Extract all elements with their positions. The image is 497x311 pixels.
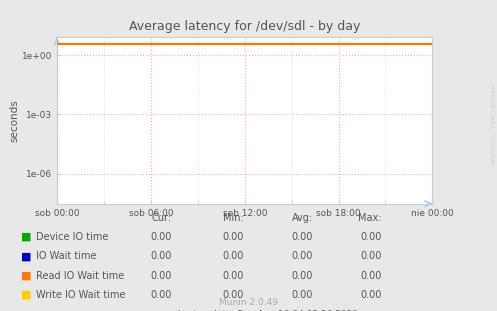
Text: ■: ■ (21, 271, 31, 281)
Text: Last update: Sun Aug 16 04:02:36 2020: Last update: Sun Aug 16 04:02:36 2020 (178, 310, 358, 311)
Text: 0.00: 0.00 (292, 290, 313, 300)
Text: IO Wait time: IO Wait time (36, 251, 96, 261)
Text: Device IO time: Device IO time (36, 232, 108, 242)
Text: Max:: Max: (358, 213, 382, 223)
Text: Min:: Min: (223, 213, 244, 223)
Y-axis label: seconds: seconds (9, 99, 19, 142)
Text: 0.00: 0.00 (222, 251, 244, 261)
Text: 0.00: 0.00 (292, 232, 313, 242)
Text: 0.00: 0.00 (292, 251, 313, 261)
Text: Cur:: Cur: (152, 213, 171, 223)
Text: 0.00: 0.00 (150, 290, 171, 300)
Text: ■: ■ (21, 232, 31, 242)
Text: Read IO Wait time: Read IO Wait time (36, 271, 124, 281)
Text: 0.00: 0.00 (150, 251, 171, 261)
Text: ■: ■ (21, 251, 31, 261)
Text: ■: ■ (21, 290, 31, 300)
Text: Write IO Wait time: Write IO Wait time (36, 290, 125, 300)
Text: 0.00: 0.00 (292, 271, 313, 281)
Text: 0.00: 0.00 (360, 251, 382, 261)
Text: 0.00: 0.00 (222, 290, 244, 300)
Text: Avg:: Avg: (292, 213, 313, 223)
Text: 0.00: 0.00 (360, 232, 382, 242)
Title: Average latency for /dev/sdl - by day: Average latency for /dev/sdl - by day (129, 21, 360, 33)
Text: 0.00: 0.00 (222, 232, 244, 242)
Text: 0.00: 0.00 (150, 232, 171, 242)
Text: 0.00: 0.00 (222, 271, 244, 281)
Text: 0.00: 0.00 (360, 290, 382, 300)
Text: Munin 2.0.49: Munin 2.0.49 (219, 298, 278, 307)
Text: 0.00: 0.00 (150, 271, 171, 281)
Text: 0.00: 0.00 (360, 271, 382, 281)
Text: RRDTOOL / TOBI OETIKER: RRDTOOL / TOBI OETIKER (491, 84, 496, 165)
